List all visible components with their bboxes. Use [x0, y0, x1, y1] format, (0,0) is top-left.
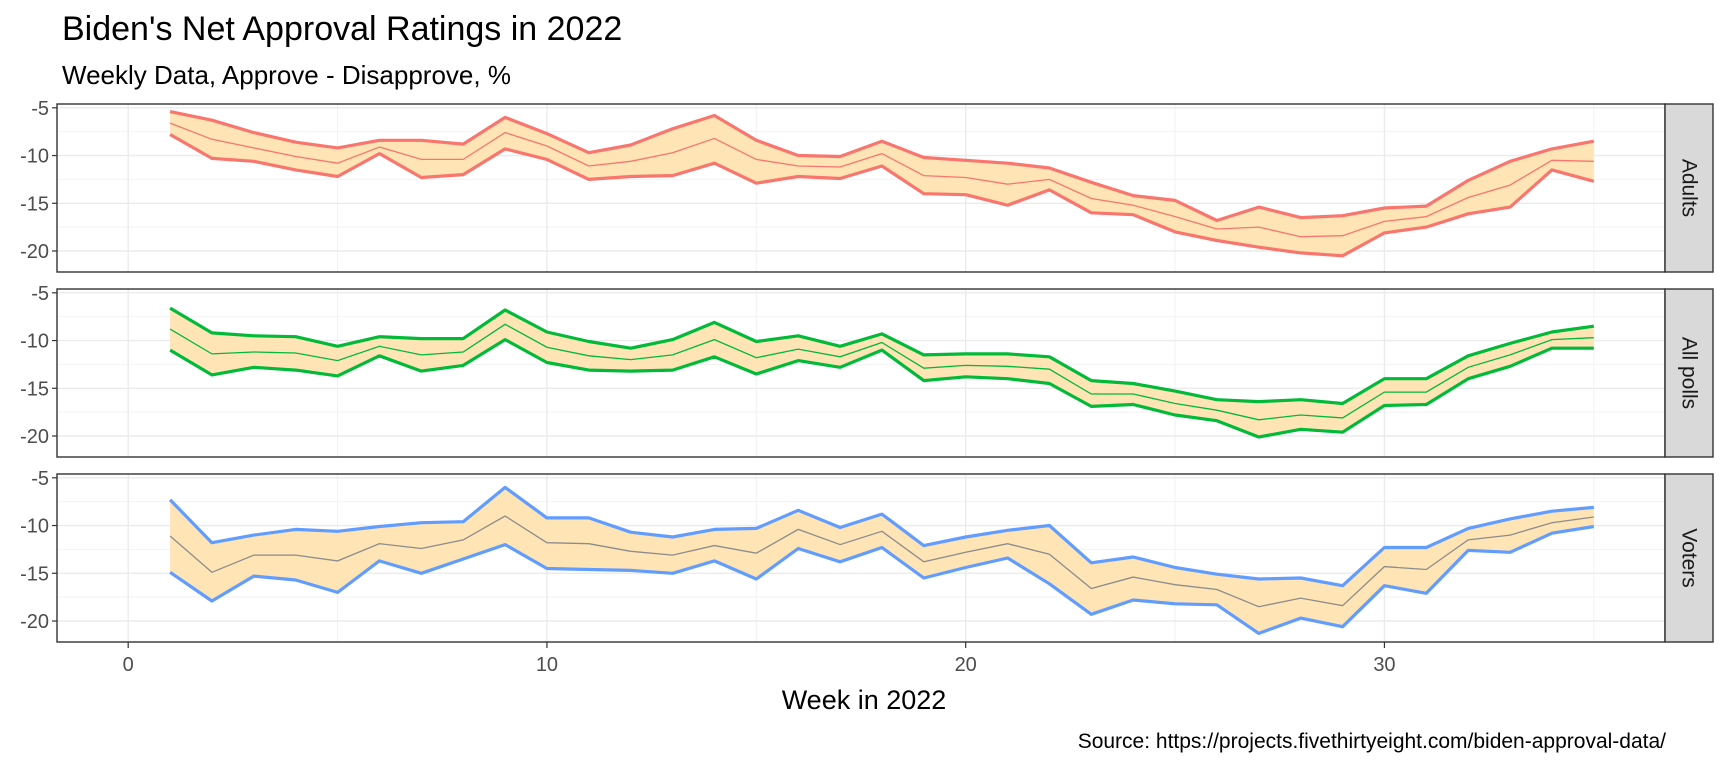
upper-bound-line: [168, 485, 1594, 588]
confidence-band: [170, 308, 1594, 437]
x-tick-label: 20: [955, 654, 977, 676]
y-tick-label: -15: [20, 378, 49, 400]
y-tick-label: -5: [31, 98, 49, 120]
chart-subtitle: Weekly Data, Approve - Disapprove, %: [62, 60, 511, 90]
x-tick-label: 10: [536, 654, 558, 676]
lower-bound-line: [169, 133, 1595, 258]
source-caption: Source: https://projects.fivethirtyeight…: [1078, 730, 1666, 753]
lower-bound-line: [169, 338, 1594, 439]
average-line: [169, 323, 1594, 421]
y-tick-label: -20: [20, 426, 49, 448]
panel-background: [57, 289, 1665, 457]
facet-strip-background: [1664, 103, 1714, 273]
y-tick-label: -10: [20, 146, 49, 168]
facet-strip-label: All polls: [1678, 337, 1701, 409]
facet-strip-label: Voters: [1678, 528, 1701, 588]
y-tick-label: -20: [20, 241, 49, 263]
x-axis-ticks: 0 10 20 30: [123, 642, 1396, 676]
upper-bound-line: [169, 110, 1595, 223]
y-tick-label: -15: [20, 563, 49, 585]
x-tick-label: 0: [123, 654, 134, 676]
facet-strip-background: [1664, 288, 1714, 458]
facet-strip: All polls: [1664, 288, 1714, 458]
confidence-band: [170, 487, 1594, 634]
facet-strip-background: [1664, 473, 1714, 643]
x-tick-label: 30: [1373, 654, 1395, 676]
confidence-band: [170, 111, 1594, 256]
panel-background: [57, 104, 1665, 272]
y-tick-label: -10: [20, 331, 49, 353]
lower-bound-line: [169, 524, 1595, 635]
y-tick-label: -20: [20, 611, 49, 633]
average-line: [169, 515, 1594, 608]
panel-adults: -5 -10 -15 -20 Adults: [20, 98, 1714, 273]
y-tick-label: -15: [20, 193, 49, 215]
chart-title: Biden's Net Approval Ratings in 2022: [62, 10, 622, 48]
y-tick-label: -10: [20, 516, 49, 538]
x-axis-label: Week in 2022: [782, 685, 947, 715]
facet-strip: Adults: [1664, 103, 1714, 273]
upper-bound-line: [169, 306, 1595, 406]
panel-all-polls: -5 -10 -15 -20 All polls: [20, 283, 1714, 458]
facet-strip: Voters: [1664, 473, 1714, 643]
average-line: [169, 122, 1594, 238]
facet-strip-label: Adults: [1678, 159, 1701, 217]
panel-voters: -5 -10 -15 -20 Voters: [20, 468, 1714, 643]
y-tick-label: -5: [31, 468, 49, 490]
y-tick-label: -5: [31, 283, 49, 305]
